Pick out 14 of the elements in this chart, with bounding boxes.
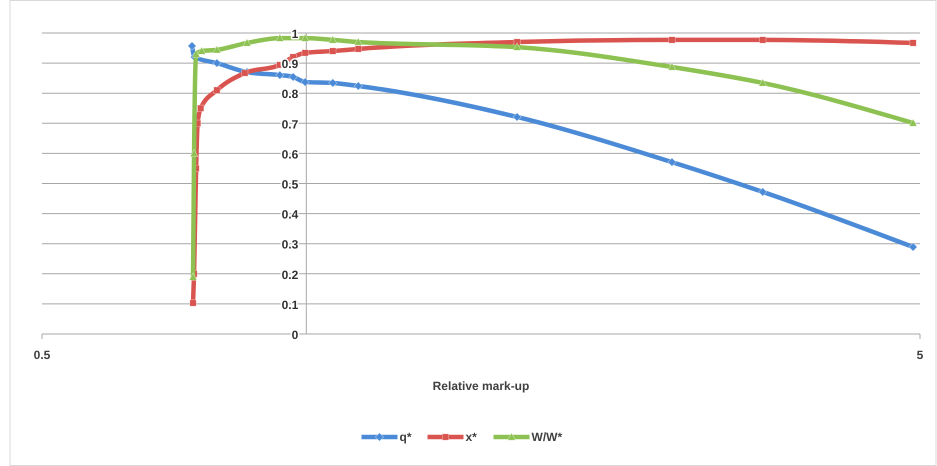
- x-axis-title: Relative mark-up: [432, 379, 530, 393]
- x-tick-label: 5: [916, 348, 924, 362]
- y-tick-label: 0.5: [282, 178, 299, 192]
- y-tick-label: 0.4: [282, 208, 299, 222]
- y-tick-label: 0.3: [282, 238, 299, 252]
- y-tick-label: 0.2: [282, 268, 299, 282]
- legend-label: W/W*: [532, 430, 562, 444]
- y-tick-label: 0.1: [282, 298, 299, 312]
- y-tick-label: 0.6: [282, 147, 299, 162]
- y-tick-label: 0.7: [282, 117, 299, 132]
- y-tick-label: 0.8: [282, 87, 299, 102]
- y-tick-label: 0: [292, 328, 299, 342]
- legend-label: q*: [400, 430, 412, 444]
- legend-label: x*: [466, 430, 478, 444]
